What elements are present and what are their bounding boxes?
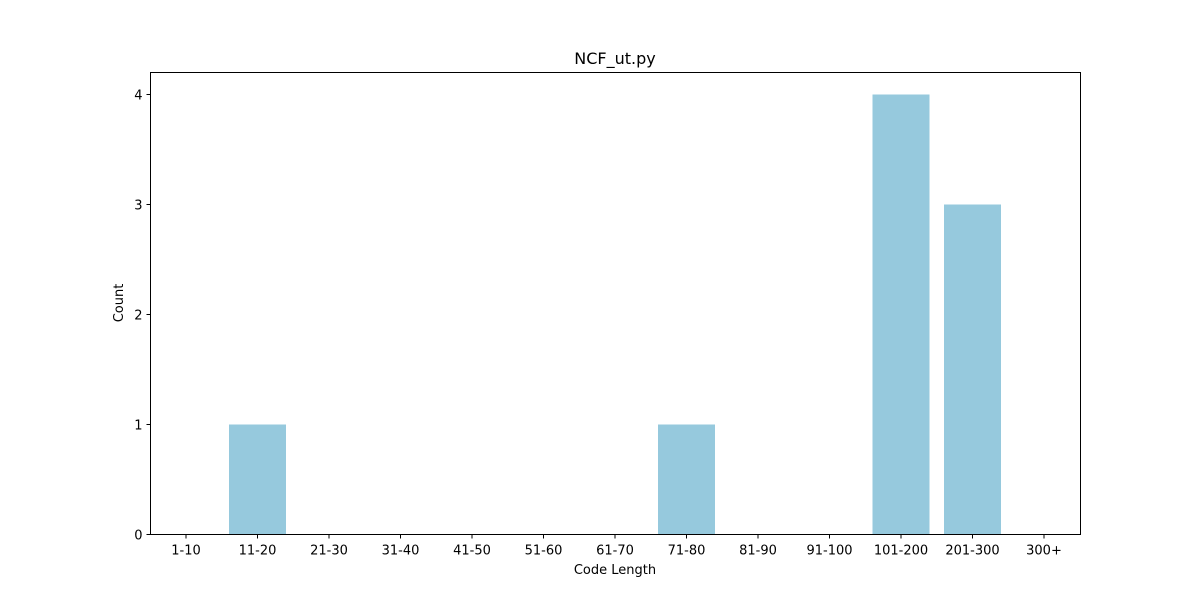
x-tick-label: 101-200 <box>874 544 928 559</box>
chart-title: NCF_ut.py <box>574 49 655 69</box>
y-axis-ticks: 0 1 2 3 4 <box>134 89 151 544</box>
x-tick-label: 71-80 <box>668 544 706 559</box>
bar-71-80 <box>658 424 715 535</box>
y-tick-label: 0 <box>134 529 142 544</box>
x-tick-label: 11-20 <box>239 544 277 559</box>
y-axis-label: Count <box>112 284 127 323</box>
x-tick-label: 91-100 <box>806 544 852 559</box>
x-tick-label: 31-40 <box>382 544 420 559</box>
x-axis-ticks: 1-10 11-20 21-30 31-40 41-50 51-60 61-70 71-80 8… <box>171 534 1062 559</box>
x-axis-label: Code Length <box>574 563 656 578</box>
x-tick-label: 61-70 <box>596 544 634 559</box>
x-tick-label: 41-50 <box>453 544 491 559</box>
y-tick-label: 4 <box>134 89 142 104</box>
x-tick-label: 201-300 <box>945 544 999 559</box>
x-tick-label: 51-60 <box>525 544 563 559</box>
y-tick-label: 2 <box>134 309 142 324</box>
y-tick-label: 3 <box>134 199 142 214</box>
bar-11-20 <box>229 424 286 535</box>
y-tick-label: 1 <box>134 419 142 434</box>
bar-101-200 <box>872 94 930 535</box>
bars-group <box>229 94 1001 535</box>
x-tick-label: 21-30 <box>310 544 348 559</box>
x-tick-label: 81-90 <box>739 544 777 559</box>
x-tick-label: 1-10 <box>171 544 201 559</box>
plot-frame <box>150 72 1081 535</box>
x-tick-label: 300+ <box>1026 544 1062 559</box>
bar-201-300 <box>944 204 1001 535</box>
